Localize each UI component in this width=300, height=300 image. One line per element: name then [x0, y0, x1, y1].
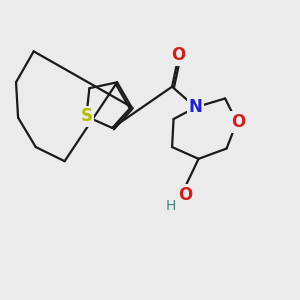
Text: H: H [165, 199, 176, 213]
Text: N: N [189, 98, 202, 116]
Text: O: O [178, 186, 193, 204]
Text: O: O [231, 113, 245, 131]
Text: O: O [171, 46, 185, 64]
Text: S: S [80, 107, 92, 125]
